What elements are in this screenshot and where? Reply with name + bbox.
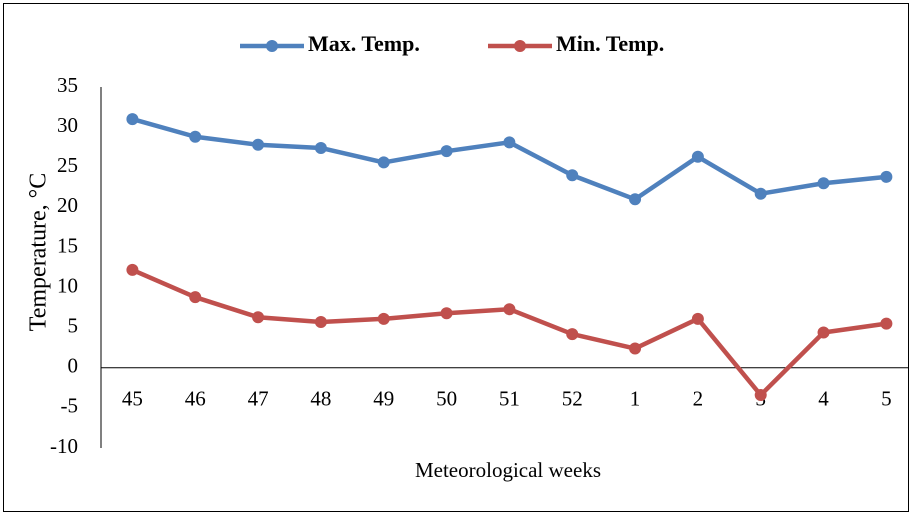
point-marker bbox=[629, 342, 642, 355]
x-tick-label: 45 bbox=[122, 387, 143, 411]
x-tick-label: 50 bbox=[436, 387, 457, 411]
point-marker bbox=[817, 326, 830, 339]
x-tick-label: 52 bbox=[562, 387, 583, 411]
point-marker bbox=[314, 141, 327, 154]
point-marker bbox=[252, 138, 265, 151]
y-tick-label: 20 bbox=[57, 193, 78, 217]
y-tick-label: 0 bbox=[68, 354, 79, 378]
point-marker bbox=[880, 170, 893, 183]
point-marker bbox=[252, 311, 265, 324]
y-axis-title: Temperature, °C bbox=[26, 173, 52, 332]
point-marker bbox=[126, 113, 139, 126]
point-marker bbox=[503, 303, 516, 316]
y-tick-label: -5 bbox=[61, 394, 79, 418]
point-marker bbox=[880, 317, 893, 330]
point-marker bbox=[126, 263, 139, 276]
point-marker bbox=[754, 389, 767, 402]
x-tick-label: 2 bbox=[693, 387, 704, 411]
y-tick-label: -10 bbox=[50, 434, 78, 458]
x-tick-label: 49 bbox=[373, 387, 394, 411]
x-tick-label: 51 bbox=[499, 387, 520, 411]
x-tick-label: 4 bbox=[818, 387, 829, 411]
point-marker bbox=[189, 130, 202, 143]
point-marker bbox=[503, 136, 516, 149]
x-tick-label: 48 bbox=[310, 387, 331, 411]
legend-marker bbox=[514, 40, 526, 52]
point-marker bbox=[566, 328, 579, 341]
y-tick-label: 10 bbox=[57, 273, 78, 297]
point-marker bbox=[566, 169, 579, 182]
point-marker bbox=[629, 193, 642, 206]
point-marker bbox=[691, 150, 704, 163]
point-marker bbox=[691, 312, 704, 325]
y-tick-label: 15 bbox=[57, 233, 78, 257]
point-marker bbox=[377, 312, 390, 325]
y-tick-label: 25 bbox=[57, 153, 78, 177]
legend-marker bbox=[266, 40, 278, 52]
x-tick-label: 5 bbox=[881, 387, 892, 411]
x-tick-label: 46 bbox=[185, 387, 206, 411]
y-tick-label: 5 bbox=[68, 313, 79, 337]
y-tick-label: 30 bbox=[57, 113, 78, 137]
point-marker bbox=[817, 177, 830, 190]
point-marker bbox=[314, 316, 327, 329]
point-marker bbox=[189, 291, 202, 304]
chart-border bbox=[3, 3, 909, 512]
y-tick-label: 35 bbox=[57, 73, 78, 97]
x-tick-label: 1 bbox=[630, 387, 641, 411]
legend-text: Min. Temp. bbox=[556, 31, 664, 56]
x-tick-label: 47 bbox=[248, 387, 269, 411]
x-axis-title: Meteorological weeks bbox=[415, 458, 601, 482]
legend-text: Max. Temp. bbox=[308, 31, 420, 56]
point-marker bbox=[377, 156, 390, 169]
point-marker bbox=[440, 145, 453, 158]
point-marker bbox=[754, 187, 767, 200]
point-marker bbox=[440, 307, 453, 320]
